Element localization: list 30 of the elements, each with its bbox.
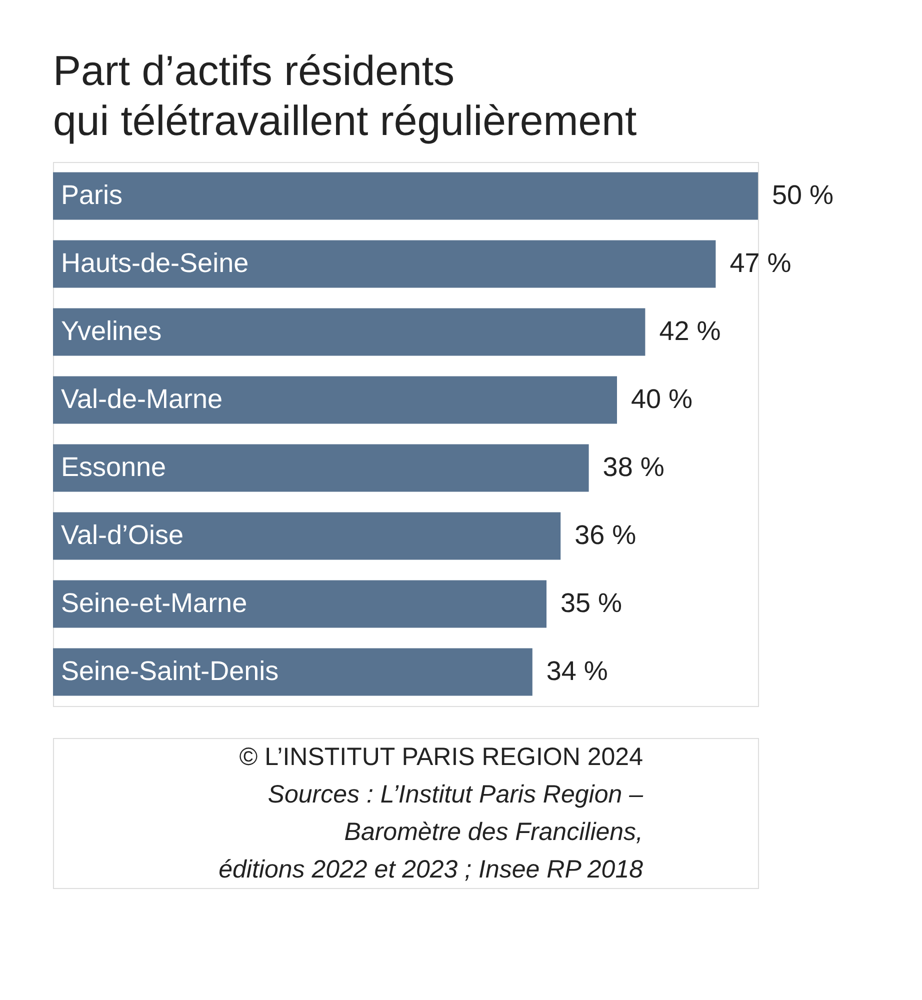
y-tick-label: Seine-et-Marne <box>61 588 248 618</box>
y-tick-label: Essonne <box>61 452 166 482</box>
data-label: 36 % <box>574 520 636 550</box>
bar <box>53 376 617 424</box>
bar <box>53 240 716 288</box>
bar <box>53 444 589 492</box>
source-note: Sources : L’Institut Paris Region – <box>268 780 644 808</box>
bar <box>53 172 758 220</box>
bar <box>53 308 646 356</box>
bar <box>53 580 546 628</box>
data-label: 47 % <box>730 248 792 278</box>
bar <box>53 512 561 560</box>
data-label: 38 % <box>602 452 664 482</box>
y-tick-label: Val-d’Oise <box>61 520 184 550</box>
y-tick-label: Val-de-Marne <box>61 384 223 414</box>
y-tick-label: Seine-Saint-Denis <box>61 656 279 686</box>
text: Baromètre des Franciliens, <box>344 818 643 846</box>
text: Part d’actifs résidents <box>53 47 455 94</box>
data-label: 50 % <box>772 180 834 210</box>
data-label: 40 % <box>631 384 693 414</box>
y-tick-label: Hauts-de-Seine <box>61 248 249 278</box>
text: éditions 2022 et 2023 ; Insee RP 2018 <box>218 855 644 884</box>
text: © L’INSTITUT PARIS REGION 2024 <box>239 742 644 771</box>
data-label: 34 % <box>546 656 608 686</box>
y-tick-label: Yvelines <box>61 316 162 346</box>
data-label: 35 % <box>560 588 622 618</box>
text: qui télétravaillent régulièrement <box>53 97 637 144</box>
y-tick-label: Paris <box>61 180 123 210</box>
data-label: 42 % <box>659 316 721 346</box>
bar <box>53 648 532 696</box>
